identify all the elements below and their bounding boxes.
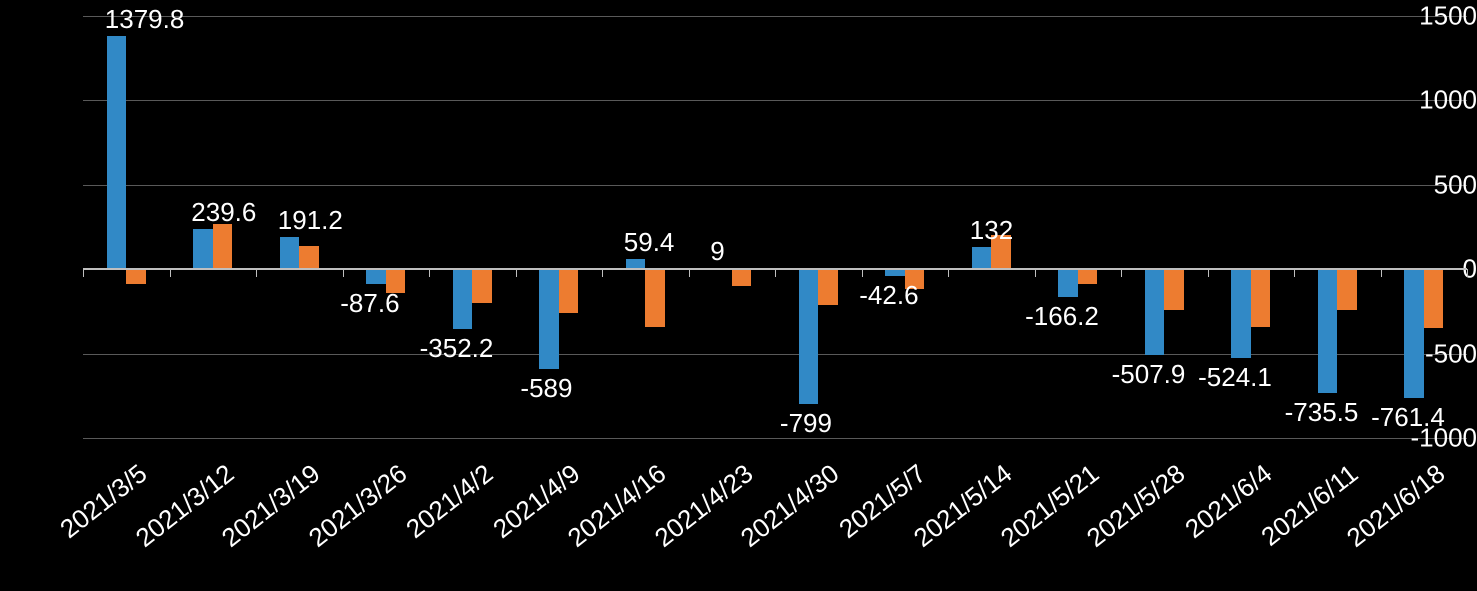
bar-series1 xyxy=(366,269,385,284)
bar-series1 xyxy=(885,269,904,276)
bar-series2 xyxy=(126,269,145,284)
data-label: 9 xyxy=(710,236,724,267)
x-tick-mark xyxy=(1035,269,1036,277)
data-label: 191.2 xyxy=(278,205,343,236)
x-tick-mark xyxy=(775,269,776,277)
gridline xyxy=(83,438,1467,439)
data-label: -507.9 xyxy=(1112,359,1186,390)
x-tick-mark xyxy=(948,269,949,277)
x-tick-mark xyxy=(343,269,344,277)
data-label: -87.6 xyxy=(340,288,399,319)
gridline xyxy=(83,185,1467,186)
bar-series2 xyxy=(472,269,491,303)
x-tick-mark xyxy=(170,269,171,277)
x-tick-mark xyxy=(1208,269,1209,277)
x-tick-mark xyxy=(83,269,84,277)
data-label: -166.2 xyxy=(1025,301,1099,332)
bar-chart: -1000-5000500100015002021/3/52021/3/1220… xyxy=(0,0,1477,591)
x-tick-mark xyxy=(429,269,430,277)
x-tick-mark xyxy=(1381,269,1382,277)
data-label: -735.5 xyxy=(1285,397,1359,428)
bar-series1 xyxy=(193,229,212,269)
bar-series1 xyxy=(453,269,472,328)
bar-series1 xyxy=(1404,269,1423,398)
data-label: 132 xyxy=(970,215,1013,246)
y-tick-label: 1000 xyxy=(1404,85,1477,116)
y-tick-label: 1500 xyxy=(1404,1,1477,32)
data-label: -799 xyxy=(780,408,832,439)
bar-series2 xyxy=(1164,269,1183,310)
gridline xyxy=(83,100,1467,101)
gridline xyxy=(83,354,1467,355)
bar-series1 xyxy=(539,269,558,368)
data-label: 1379.8 xyxy=(105,4,185,35)
data-label: 239.6 xyxy=(191,197,256,228)
bar-series2 xyxy=(559,269,578,313)
bar-series1 xyxy=(1318,269,1337,393)
x-tick-mark xyxy=(516,269,517,277)
data-label: -42.6 xyxy=(859,280,918,311)
bar-series2 xyxy=(1078,269,1097,284)
bar-series2 xyxy=(213,224,232,270)
x-tick-mark xyxy=(1294,269,1295,277)
bar-series1 xyxy=(972,247,991,269)
bar-series1 xyxy=(1231,269,1250,357)
data-label: -524.1 xyxy=(1198,362,1272,393)
x-tick-mark xyxy=(602,269,603,277)
bar-series1 xyxy=(280,237,299,269)
bar-series2 xyxy=(1337,269,1356,310)
data-label: -761.4 xyxy=(1371,402,1445,433)
bar-series2 xyxy=(645,269,664,326)
bar-series2 xyxy=(299,246,318,270)
y-tick-label: 500 xyxy=(1404,169,1477,200)
x-tick-mark xyxy=(689,269,690,277)
gridline xyxy=(83,16,1467,17)
bar-series2 xyxy=(1424,269,1443,328)
bar-series1 xyxy=(1058,269,1077,297)
bar-series1 xyxy=(1145,269,1164,355)
x-tick-mark xyxy=(1467,269,1468,277)
x-tick-mark xyxy=(1121,269,1122,277)
bar-series1 xyxy=(107,36,126,269)
x-tick-mark xyxy=(862,269,863,277)
data-label: 59.4 xyxy=(624,227,675,258)
bar-series1 xyxy=(799,269,818,404)
data-label: -352.2 xyxy=(420,333,494,364)
data-label: -589 xyxy=(520,373,572,404)
bar-series2 xyxy=(732,269,751,286)
bar-series2 xyxy=(1251,269,1270,326)
bar-series2 xyxy=(818,269,837,304)
x-tick-mark xyxy=(256,269,257,277)
